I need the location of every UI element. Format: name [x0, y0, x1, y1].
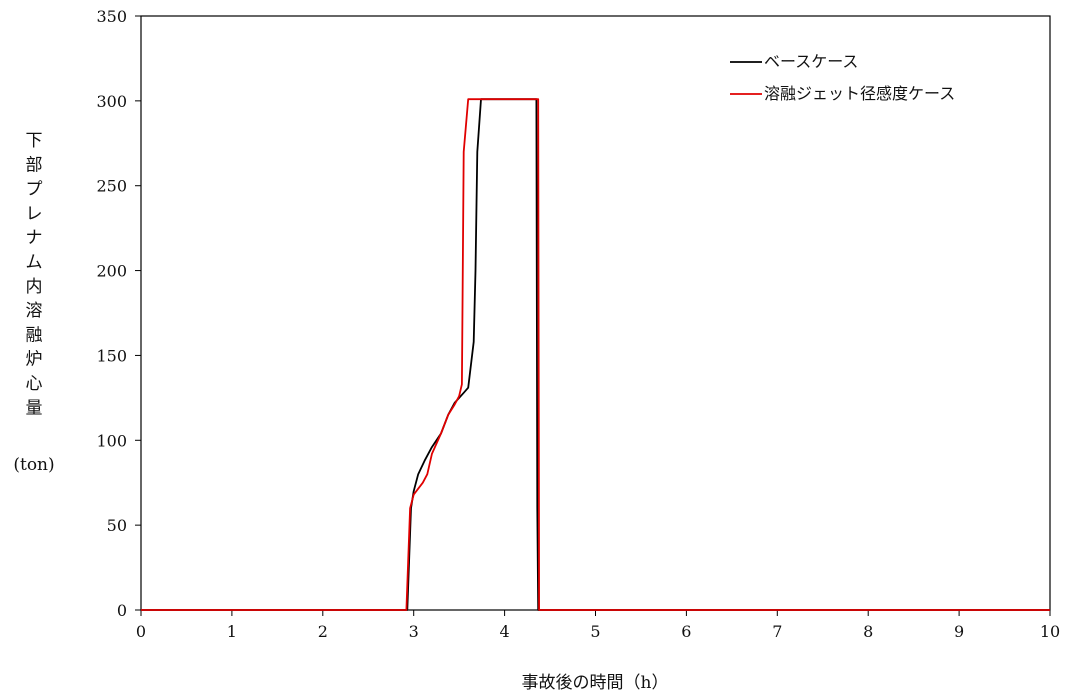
y-tick-label: 350 — [96, 7, 127, 26]
y-tick-label: 150 — [96, 346, 127, 365]
x-tick-label: 0 — [136, 622, 146, 641]
legend-label-1: 溶融ジェット径感度ケース — [764, 84, 955, 103]
x-tick-label: 5 — [590, 622, 600, 641]
y-tick-label: 250 — [96, 177, 127, 196]
x-tick-label: 9 — [954, 622, 964, 641]
series-line-0 — [141, 98, 1050, 611]
y-tick-label: 50 — [107, 516, 127, 535]
y-axis-title-char: 部 — [26, 155, 43, 175]
x-axis-title: 事故後の時間（h） — [522, 673, 669, 693]
x-tick-label: 1 — [227, 622, 237, 641]
y-tick-label: 200 — [96, 262, 127, 281]
y-axis-unit: (ton) — [13, 455, 54, 475]
x-tick-label: 2 — [318, 622, 328, 641]
plot-frame — [140, 15, 1051, 611]
y-axis-title-char: 内 — [26, 277, 43, 297]
series-line-1 — [141, 98, 1050, 611]
legend-label-0: ベースケース — [764, 52, 858, 71]
y-axis-title-char: ム — [26, 253, 43, 273]
y-axis-title-char: 下 — [26, 131, 43, 151]
y-axis-title-char: 炉 — [26, 350, 43, 370]
x-tick-label: 8 — [863, 622, 873, 641]
y-tick-label: 0 — [117, 601, 127, 620]
x-tick-label: 3 — [409, 622, 419, 641]
y-axis-title-char: 融 — [26, 325, 43, 345]
axes — [135, 15, 1051, 616]
x-tick-label: 7 — [772, 622, 782, 641]
y-axis-title-char: 溶 — [26, 301, 43, 321]
y-axis-title-char: プ — [26, 180, 43, 200]
y-axis-title-char: 心 — [26, 374, 43, 394]
x-tick-label: 6 — [681, 622, 691, 641]
x-tick-label: 10 — [1040, 622, 1060, 641]
y-tick-label: 300 — [96, 92, 127, 111]
y-axis-title-char: 量 — [26, 398, 43, 418]
x-tick-label: 4 — [500, 622, 510, 641]
y-axis-title-char: レ — [26, 204, 43, 224]
series-layer — [141, 98, 1050, 611]
y-tick-label: 100 — [96, 431, 127, 450]
y-axis-title-char: ナ — [26, 228, 43, 248]
